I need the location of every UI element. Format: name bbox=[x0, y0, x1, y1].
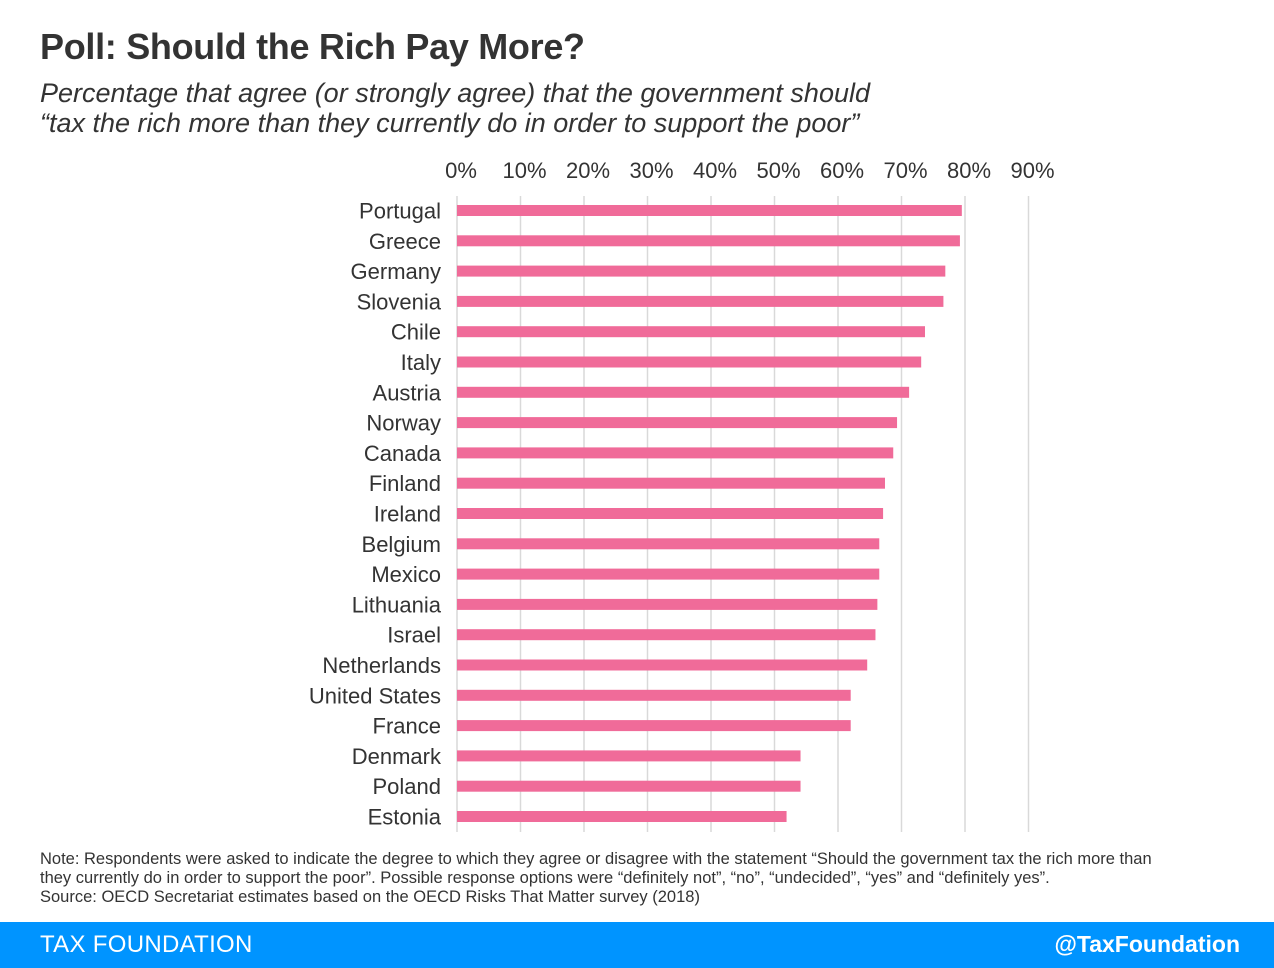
bar-ireland bbox=[457, 508, 884, 519]
x-tick-label: 0% bbox=[445, 158, 477, 183]
x-tick-label: 60% bbox=[820, 158, 864, 183]
category-label: Denmark bbox=[352, 744, 442, 769]
bar-lithuania bbox=[457, 598, 878, 610]
x-tick-label: 10% bbox=[502, 158, 546, 183]
bar-canada bbox=[457, 447, 894, 459]
source-line: Source: OECD Secretariat estimates based… bbox=[40, 888, 700, 906]
bar-united-states bbox=[457, 689, 851, 701]
category-label: Lithuania bbox=[352, 592, 442, 617]
category-label: Austria bbox=[373, 380, 442, 405]
subtitle-line: “tax the rich more than they currently d… bbox=[40, 108, 860, 138]
chart-note: Note: Respondents were asked to indicate… bbox=[40, 850, 1260, 907]
bar-greece bbox=[457, 235, 960, 247]
bar-germany bbox=[457, 265, 946, 277]
category-label: Canada bbox=[364, 441, 442, 466]
bar-austria bbox=[457, 386, 910, 398]
category-label: Finland bbox=[369, 471, 441, 496]
note-line: Note: Respondents were asked to indicate… bbox=[40, 850, 1152, 868]
x-tick-label: 50% bbox=[756, 158, 800, 183]
category-label: Netherlands bbox=[322, 653, 441, 678]
category-label: Slovenia bbox=[357, 289, 442, 314]
bar-italy bbox=[457, 356, 922, 368]
bar-denmark bbox=[457, 750, 801, 762]
chart-title: Poll: Should the Rich Pay More? bbox=[40, 26, 585, 67]
subtitle-line: Percentage that agree (or strongly agree… bbox=[40, 78, 870, 108]
note-line: they currently do in order to support th… bbox=[40, 869, 1050, 887]
bar-chile bbox=[457, 326, 925, 338]
chart-subtitle: Percentage that agree (or strongly agree… bbox=[40, 78, 1040, 138]
x-tick-label: 90% bbox=[1010, 158, 1054, 183]
category-label: Germany bbox=[351, 259, 441, 284]
category-label: Italy bbox=[401, 350, 441, 375]
x-tick-label: 30% bbox=[629, 158, 673, 183]
bar-poland bbox=[457, 780, 801, 792]
category-label: Poland bbox=[372, 774, 441, 799]
bar-slovenia bbox=[457, 295, 944, 307]
category-label: Ireland bbox=[374, 502, 441, 527]
bar-portugal bbox=[457, 205, 962, 216]
x-tick-label: 40% bbox=[693, 158, 737, 183]
footer-bar: TAX FOUNDATION @TaxFoundation bbox=[0, 922, 1274, 968]
bar-israel bbox=[457, 629, 876, 641]
category-label: Estonia bbox=[368, 805, 442, 830]
category-label: France bbox=[373, 714, 441, 739]
category-label: Chile bbox=[391, 320, 441, 345]
category-label: Belgium bbox=[362, 532, 441, 557]
category-label: United States bbox=[309, 683, 441, 708]
bar-belgium bbox=[457, 538, 880, 550]
bar-finland bbox=[457, 477, 885, 489]
bar-norway bbox=[457, 417, 898, 429]
x-tick-label: 70% bbox=[883, 158, 927, 183]
bar-netherlands bbox=[457, 659, 868, 671]
category-label: Mexico bbox=[371, 562, 441, 587]
footer-brand: TAX FOUNDATION bbox=[40, 931, 253, 958]
x-tick-label: 20% bbox=[566, 158, 610, 183]
bar-france bbox=[457, 720, 851, 732]
x-tick-label: 80% bbox=[947, 158, 991, 183]
category-label: Israel bbox=[387, 623, 441, 648]
category-label: Portugal bbox=[359, 199, 441, 224]
category-label: Greece bbox=[369, 229, 441, 254]
bar-estonia bbox=[457, 811, 787, 822]
footer-handle[interactable]: @TaxFoundation bbox=[1054, 931, 1240, 957]
category-label: Norway bbox=[366, 411, 441, 436]
bar-mexico bbox=[457, 568, 880, 580]
